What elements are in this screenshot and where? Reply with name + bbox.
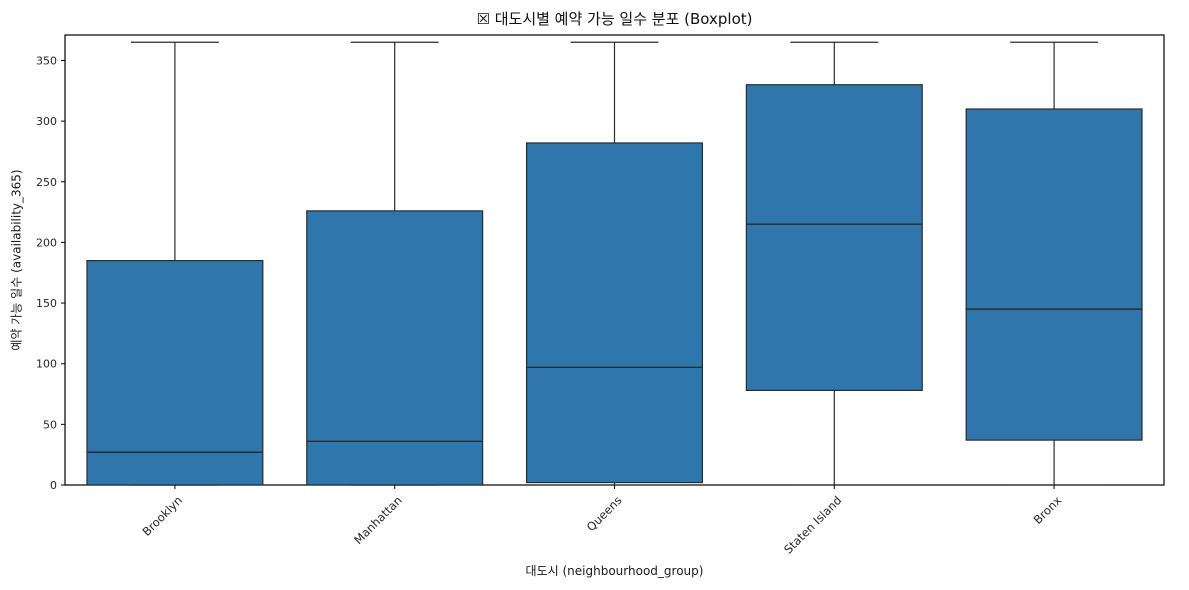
y-tick-label: 100 — [36, 358, 57, 371]
y-tick-label: 350 — [36, 54, 57, 67]
box-group — [86, 41, 264, 486]
box-group — [525, 41, 704, 486]
iqr-box — [306, 210, 484, 486]
x-tick-label: Manhattan — [351, 493, 405, 547]
x-tick-label: Brooklyn — [139, 493, 185, 539]
box-group — [306, 41, 484, 486]
iqr-box — [745, 84, 923, 391]
iqr-box — [525, 142, 704, 484]
x-tick-label: Queens — [584, 493, 625, 534]
y-tick-label: 300 — [36, 115, 57, 128]
y-tick-label: 150 — [36, 297, 57, 310]
y-tick-label: 200 — [36, 236, 57, 249]
y-tick-label: 250 — [36, 176, 57, 189]
box-group — [965, 41, 1143, 486]
iqr-box — [86, 260, 264, 486]
chart-title: ☒ 대도시별 예약 가능 일수 분포 (Boxplot) — [476, 10, 753, 28]
y-tick-label: 0 — [50, 479, 57, 492]
y-axis-label: 예약 가능 일수 (availability_365) — [9, 169, 24, 351]
x-tick-label: Staten Island — [781, 493, 844, 556]
y-tick-label: 50 — [43, 418, 57, 431]
iqr-box — [965, 108, 1143, 441]
x-axis-label: 대도시 (neighbourhood_group) — [525, 564, 704, 578]
box-group — [745, 41, 923, 486]
x-tick-label: Bronx — [1031, 493, 1065, 527]
